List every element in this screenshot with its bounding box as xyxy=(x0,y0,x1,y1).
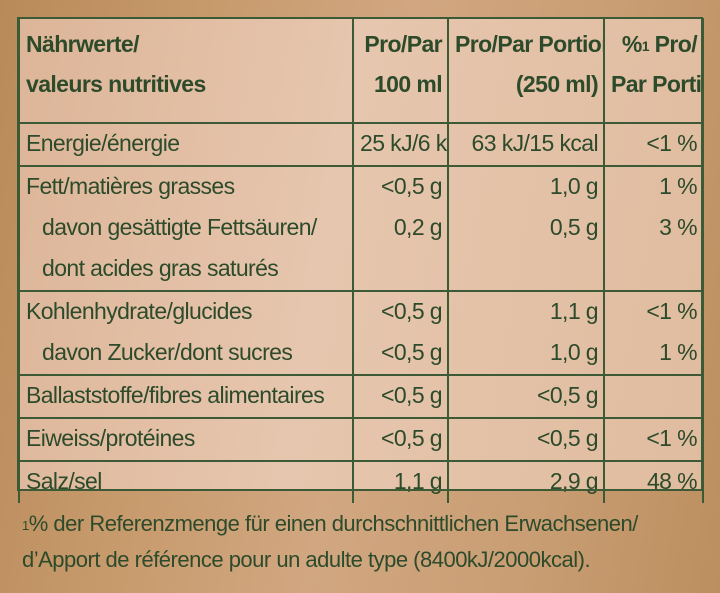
table-row-fibre: Ballaststoffe/fibres alimentaires <0,5 g… xyxy=(18,375,704,419)
row-percent: <1 % xyxy=(603,418,704,462)
row-per100: 25 kJ/6 kcal xyxy=(352,123,449,167)
header-percent-portion: %1 Pro/ Par Portion xyxy=(603,18,704,124)
row-portion: <0,5 g xyxy=(447,418,605,462)
header-percent-portion-line2: Par Portion xyxy=(611,71,702,97)
row-percent: <1 % xyxy=(603,291,704,333)
row-label: Kohlenhydrate/glucides xyxy=(18,291,354,333)
row-label: Salz/sel xyxy=(18,461,354,503)
row-portion: 2,9 g xyxy=(447,461,605,503)
row-portion: 0,5 g xyxy=(447,208,605,249)
row-percent: <1 % xyxy=(603,123,704,167)
row-label: dont acides gras saturés xyxy=(18,249,354,292)
row-percent xyxy=(603,375,704,419)
nutrition-table: Nährwerte/ valeurs nutritives Pro/Par 10… xyxy=(18,18,704,503)
footnote: 1% der Referenzmenge für einen durchschn… xyxy=(22,506,712,578)
row-per100: <0,5 g xyxy=(352,418,449,462)
row-label: Ballaststoffe/fibres alimentaires xyxy=(18,375,354,419)
row-per100: <0,5 g xyxy=(352,166,449,208)
row-per100: 1,1 g xyxy=(352,461,449,503)
table-row-protein: Eiweiss/protéines <0,5 g <0,5 g <1 % xyxy=(18,418,704,462)
header-nutrients-line1: Nährwerte/ xyxy=(26,31,139,57)
footnote-marker: 1 xyxy=(22,518,29,533)
header-per-100ml-line1: Pro/Par xyxy=(364,31,442,57)
row-per100: <0,5 g xyxy=(352,333,449,376)
table-row-energy: Energie/énergie 25 kJ/6 kcal 63 kJ/15 kc… xyxy=(18,123,704,167)
row-per100: <0,5 g xyxy=(352,291,449,333)
row-percent: 3 % xyxy=(603,208,704,249)
footnote-line1: 1% der Referenzmenge für einen durchschn… xyxy=(22,506,712,542)
header-percent-sign: % xyxy=(621,31,642,57)
header-per-100ml-line2: 100 ml xyxy=(373,71,443,97)
table-row-salt: Salz/sel 1,1 g 2,9 g 48 % xyxy=(18,461,704,503)
table-header-row: Nährwerte/ valeurs nutritives Pro/Par 10… xyxy=(18,18,704,124)
row-percent: 1 % xyxy=(603,166,704,208)
header-percent-portion-line1: %1 Pro/ xyxy=(611,24,698,64)
row-label: davon gesättigte Fettsäuren/ xyxy=(18,208,354,249)
header-per-100ml: Pro/Par 100 ml xyxy=(352,18,449,124)
row-portion: 1,1 g xyxy=(447,291,605,333)
row-label: Fett/matières grasses xyxy=(18,166,354,208)
row-label: Eiweiss/protéines xyxy=(18,418,354,462)
row-percent: 48 % xyxy=(603,461,704,503)
footnote-line2: d’Apport de référence pour un adulte typ… xyxy=(22,547,591,572)
table-row-saturated-fat: davon gesättigte Fettsäuren/ 0,2 g 0,5 g… xyxy=(18,208,704,249)
row-portion: 1,0 g xyxy=(447,333,605,376)
header-footnote-marker: 1 xyxy=(641,38,650,54)
row-portion xyxy=(447,249,605,292)
table-row-fat: Fett/matières grasses <0,5 g 1,0 g 1 % xyxy=(18,166,704,208)
table-row-saturated-fat-fr: dont acides gras saturés xyxy=(18,249,704,292)
footnote-line1-text: % der Referenzmenge für einen durchschni… xyxy=(28,511,639,536)
row-per100 xyxy=(352,249,449,292)
header-per-portion: Pro/Par Portion (250 ml) xyxy=(447,18,605,124)
header-per-portion-line2: (250 ml) xyxy=(515,71,599,97)
table-row-sugars: davon Zucker/dont sucres <0,5 g 1,0 g 1 … xyxy=(18,333,704,376)
row-portion: <0,5 g xyxy=(447,375,605,419)
header-per-portion-line1: Pro/Par Portion xyxy=(455,31,604,57)
row-per100: 0,2 g xyxy=(352,208,449,249)
row-per100: <0,5 g xyxy=(352,375,449,419)
row-portion: 1,0 g xyxy=(447,166,605,208)
header-pro-text: Pro/ xyxy=(648,31,698,57)
row-label: davon Zucker/dont sucres xyxy=(18,333,354,376)
table-row-carbohydrates: Kohlenhydrate/glucides <0,5 g 1,1 g <1 % xyxy=(18,291,704,333)
header-nutrients-line2: valeurs nutritives xyxy=(26,71,206,97)
header-nutrients: Nährwerte/ valeurs nutritives xyxy=(18,18,354,124)
row-label: Energie/énergie xyxy=(18,123,354,167)
row-percent xyxy=(603,249,704,292)
row-percent: 1 % xyxy=(603,333,704,376)
row-portion: 63 kJ/15 kcal xyxy=(447,123,605,167)
